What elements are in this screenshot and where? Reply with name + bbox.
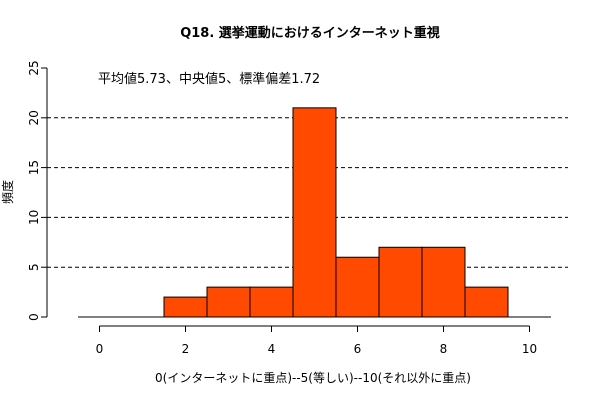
axes: 0 2 4 6 8 10 0 5 10 15 20 25 <box>27 60 551 356</box>
chart-title: Q18. 選挙運動におけるインターネット重視 <box>180 25 440 41</box>
y-tick-label: 25 <box>27 60 41 75</box>
x-tick-label: 6 <box>354 342 362 356</box>
histogram-bar <box>378 246 423 318</box>
y-tick-label: 0 <box>27 313 41 321</box>
histogram-bar <box>249 286 294 318</box>
histogram-bar <box>464 286 509 318</box>
y-tick-label: 10 <box>27 210 41 225</box>
y-tick-label: 15 <box>27 160 41 175</box>
x-tick-label: 8 <box>440 342 448 356</box>
x-axis-label: 0(インターネットに重点)--5(等しい)--10(それ以外に重点) <box>155 371 471 385</box>
y-axis-label: 頻度 <box>0 180 15 204</box>
histogram-bar <box>421 246 466 318</box>
histogram-bar <box>292 107 337 318</box>
x-tick-label: 4 <box>268 342 276 356</box>
histogram-bar <box>163 296 208 318</box>
bars <box>163 107 509 318</box>
stats-annotation: 平均値5.73、中央値5、標準偏差1.72 <box>98 71 320 87</box>
y-tick-label: 20 <box>27 110 41 125</box>
x-tick-label: 10 <box>522 342 537 356</box>
x-tick-label: 0 <box>96 342 104 356</box>
y-tick-label: 5 <box>27 263 41 271</box>
x-tick-label: 2 <box>182 342 190 356</box>
histogram-bar <box>206 286 251 318</box>
histogram-bar <box>335 256 380 318</box>
